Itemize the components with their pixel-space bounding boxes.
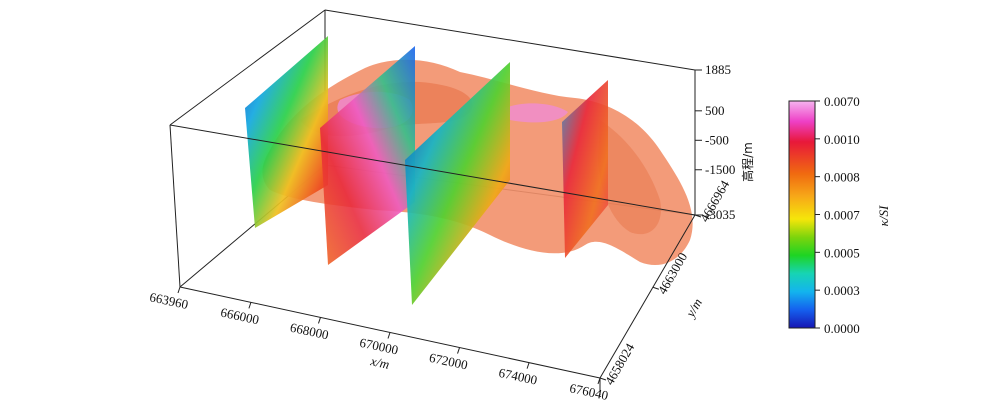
x-tick-mark xyxy=(387,332,391,339)
x-axis-ticks: 6639606660006680006700006720006740006760… xyxy=(148,286,610,403)
slice-x-670500 xyxy=(405,62,510,305)
x-tick-label: 668000 xyxy=(289,320,330,343)
colorbar-tick-label: 0.0008 xyxy=(824,170,860,185)
colorbar-tick-label: 0.0010 xyxy=(824,132,860,147)
z-axis-label: 高程/m xyxy=(740,142,755,182)
colorbar-tick-label: 0.0070 xyxy=(824,94,860,109)
colorbar-tick-label: 0.0003 xyxy=(824,283,860,298)
slices xyxy=(245,36,608,305)
colorbar-tick-label: 0.0005 xyxy=(824,245,860,260)
colorbar-ticks: 0.0070 0.0010 0.0008 0.0007 0.0005 0.0003 0.00… xyxy=(815,94,860,336)
colorbar: 0.0070 0.0010 0.0008 0.0007 0.0005 0.0003 0.00… xyxy=(788,94,891,336)
y-tick-mark xyxy=(652,286,660,290)
colorbar-label: κ/SI xyxy=(876,205,891,226)
x-tick-label: 663960 xyxy=(148,289,189,312)
z-tick-label: 1885 xyxy=(705,62,731,77)
y-tick-mark xyxy=(599,377,607,381)
x-tick-label: 676040 xyxy=(568,380,609,403)
x-tick-mark xyxy=(457,347,461,354)
x-tick-mark xyxy=(317,317,321,324)
slice-x-674500 xyxy=(562,80,608,258)
x-tick-mark xyxy=(526,362,530,369)
z-tick-label: -500 xyxy=(705,132,729,147)
x-tick-mark xyxy=(248,302,252,309)
x-tick-label: 672000 xyxy=(428,350,469,373)
x-tick-label: 666000 xyxy=(219,305,260,328)
colorbar-gradient xyxy=(788,100,816,329)
slice-x-668800 xyxy=(320,46,415,265)
colorbar-tick-label: 0.0000 xyxy=(824,321,860,336)
y-tick-label: 4658024 xyxy=(602,340,638,387)
x-tick-label: 674000 xyxy=(497,365,538,388)
highlight-region-2 xyxy=(505,103,568,123)
colorbar-tick-label: 0.0007 xyxy=(824,208,860,223)
x-tick-mark xyxy=(597,377,601,385)
y-axis-label: y/m xyxy=(682,296,705,321)
z-axis-ticks: 1885 500 -500 -1500 -3035 xyxy=(695,62,735,222)
z-tick-label: 500 xyxy=(705,103,725,118)
z-tick-label: -3035 xyxy=(705,207,735,222)
x-axis-label: x/m xyxy=(368,353,390,372)
x-tick-mark xyxy=(177,286,181,294)
slice-x-666000 xyxy=(245,36,328,228)
z-tick-label: -1500 xyxy=(705,162,735,177)
